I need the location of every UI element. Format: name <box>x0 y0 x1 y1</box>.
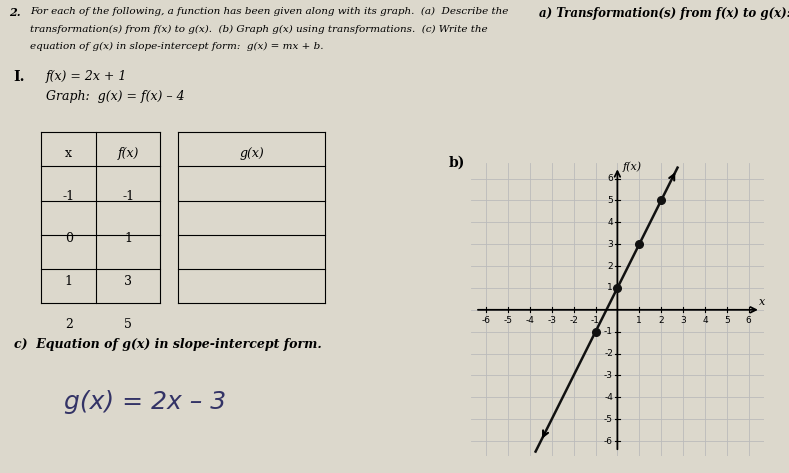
Text: 6: 6 <box>746 316 752 325</box>
Text: g(x): g(x) <box>239 147 264 160</box>
Text: For each of the following, a function has been given along with its graph.  (a) : For each of the following, a function ha… <box>30 7 508 16</box>
Text: -4: -4 <box>525 316 534 325</box>
Text: -6: -6 <box>604 437 613 446</box>
Text: -5: -5 <box>604 415 613 424</box>
Text: 4: 4 <box>702 316 708 325</box>
Text: -3: -3 <box>548 316 556 325</box>
Text: 6: 6 <box>608 174 613 183</box>
Text: 2: 2 <box>65 317 73 331</box>
Text: -1: -1 <box>122 190 134 203</box>
Text: x: x <box>65 147 72 160</box>
Text: 2: 2 <box>658 316 664 325</box>
Text: -6: -6 <box>481 316 491 325</box>
Text: 5: 5 <box>608 196 613 205</box>
Text: -1: -1 <box>62 190 75 203</box>
Text: 4: 4 <box>608 218 613 227</box>
Text: -4: -4 <box>604 393 613 402</box>
Text: x: x <box>759 297 765 307</box>
Text: b): b) <box>449 156 466 170</box>
Text: 1: 1 <box>637 316 642 325</box>
Text: 2.: 2. <box>9 7 21 18</box>
Text: c)  Equation of g(x) in slope-intercept form.: c) Equation of g(x) in slope-intercept f… <box>13 338 321 351</box>
Text: Graph:  g(x) = f(x) – 4: Graph: g(x) = f(x) – 4 <box>46 90 185 103</box>
Text: -2: -2 <box>604 349 613 358</box>
Text: g(x) = 2x – 3: g(x) = 2x – 3 <box>64 390 226 414</box>
Text: 1: 1 <box>608 283 613 292</box>
Text: transformation(s) from f(x) to g(x).  (b) Graph g(x) using transformations.  (c): transformation(s) from f(x) to g(x). (b)… <box>30 25 488 34</box>
Text: 0: 0 <box>65 232 73 245</box>
Text: -1: -1 <box>591 316 600 325</box>
Text: -5: -5 <box>503 316 513 325</box>
Text: -1: -1 <box>604 327 613 336</box>
Text: 5: 5 <box>124 317 132 331</box>
Text: -2: -2 <box>569 316 578 325</box>
Text: 3: 3 <box>124 275 132 288</box>
Text: 1: 1 <box>65 275 73 288</box>
Text: equation of g(x) in slope-intercept form:  g(x) = mx + b.: equation of g(x) in slope-intercept form… <box>30 42 323 51</box>
Text: 3: 3 <box>608 240 613 249</box>
Text: -3: -3 <box>604 371 613 380</box>
Text: 3: 3 <box>680 316 686 325</box>
Text: 2: 2 <box>608 262 613 271</box>
Text: 1: 1 <box>124 232 132 245</box>
Text: a) Transformation(s) from f(x) to g(x):: a) Transformation(s) from f(x) to g(x): <box>539 7 789 20</box>
Text: f(x): f(x) <box>118 147 139 160</box>
Text: f(x) = 2x + 1: f(x) = 2x + 1 <box>46 70 127 83</box>
Text: I.: I. <box>13 70 25 84</box>
Text: f(x): f(x) <box>623 161 642 172</box>
Text: 5: 5 <box>724 316 730 325</box>
